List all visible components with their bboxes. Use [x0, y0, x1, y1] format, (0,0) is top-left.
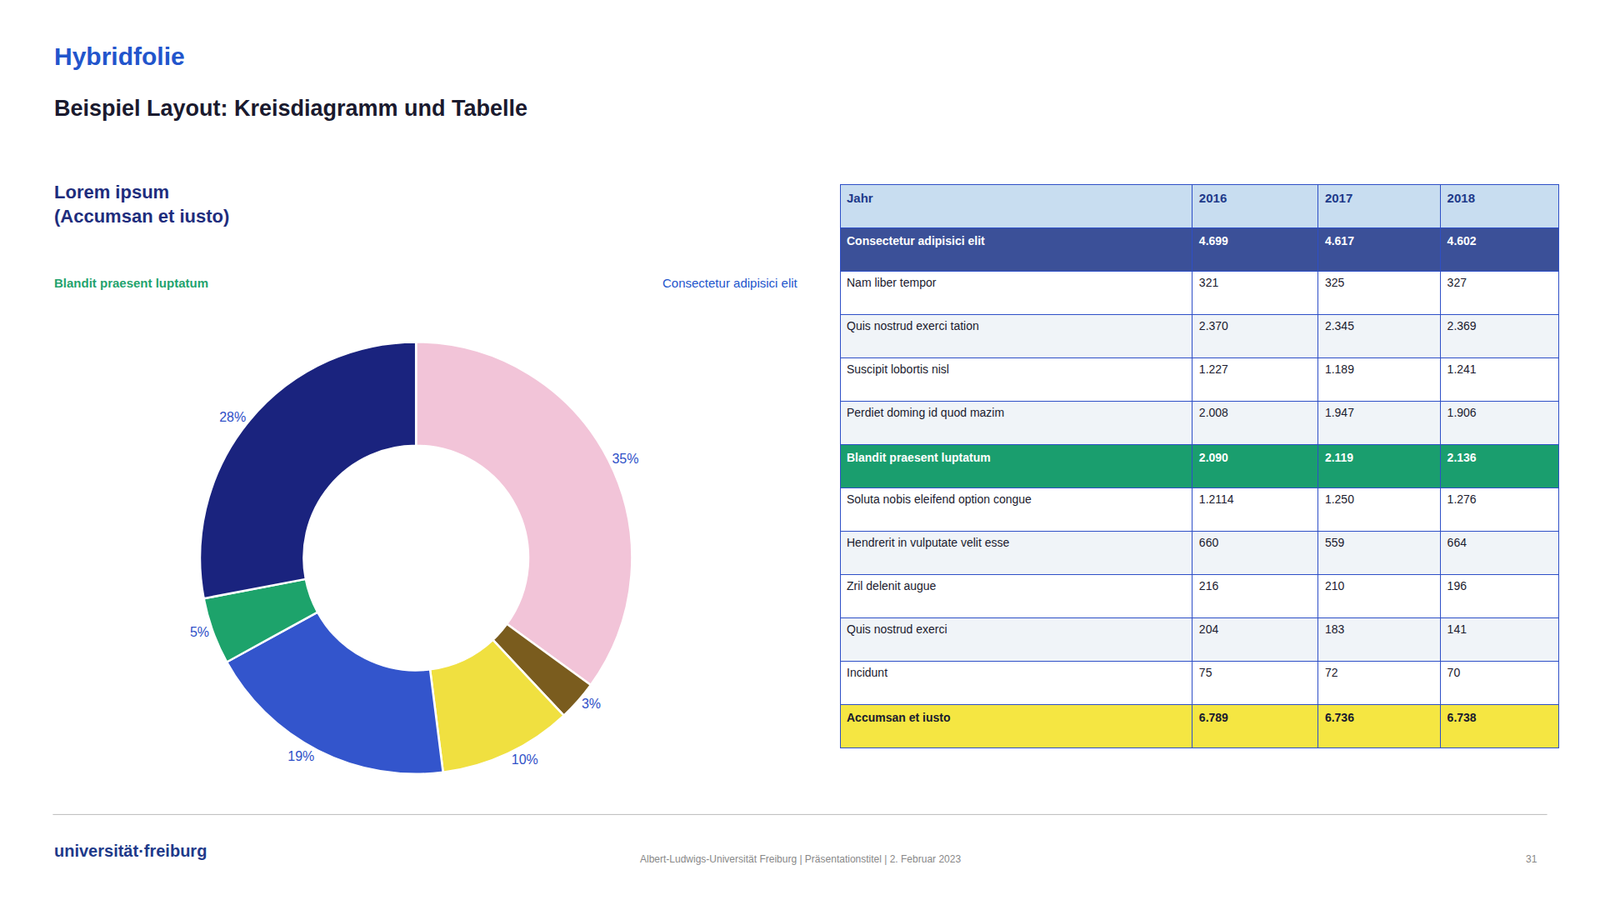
- svg-text:559: 559: [1325, 535, 1345, 550]
- svg-text:664: 664: [1447, 535, 1468, 550]
- svg-text:2.136: 2.136: [1447, 450, 1477, 465]
- svg-text:75: 75: [1199, 665, 1213, 680]
- svg-text:6.789: 6.789: [1199, 710, 1229, 725]
- svg-text:Suscipit lobortis nisl: Suscipit lobortis nisl: [846, 362, 950, 376]
- svg-text:2.345: 2.345: [1325, 319, 1355, 333]
- svg-text:31: 31: [1525, 853, 1538, 865]
- svg-text:Albert-Ludwigs-Universität Fre: Albert-Ludwigs-Universität Freiburg | Pr…: [640, 853, 961, 865]
- svg-text:Lorem ipsum(Accumsan et iusto): Lorem ipsum(Accumsan et iusto): [54, 181, 230, 227]
- svg-text:2.370: 2.370: [1199, 319, 1229, 333]
- svg-text:6.736: 6.736: [1325, 710, 1355, 725]
- svg-text:Zril delenit augue: Zril delenit augue: [846, 579, 937, 593]
- svg-text:Hendrerit in vulputate velit e: Hendrerit in vulputate velit esse: [846, 535, 1010, 550]
- svg-text:28%: 28%: [219, 410, 246, 425]
- svg-text:universität·freiburg: universität·freiburg: [54, 841, 207, 860]
- svg-text:Quis nostrud exerci tation: Quis nostrud exerci tation: [846, 319, 980, 333]
- svg-text:Quis nostrud exerci: Quis nostrud exerci: [846, 622, 948, 636]
- svg-text:325: 325: [1325, 275, 1345, 290]
- svg-text:Consectetur adipisici elit: Consectetur adipisici elit: [662, 275, 799, 290]
- svg-text:4.602: 4.602: [1447, 234, 1477, 248]
- svg-text:196: 196: [1447, 579, 1468, 593]
- svg-text:2017: 2017: [1325, 190, 1353, 205]
- svg-text:3%: 3%: [581, 696, 601, 711]
- svg-text:204: 204: [1199, 622, 1220, 636]
- svg-text:4.699: 4.699: [1199, 234, 1229, 248]
- svg-text:1.906: 1.906: [1447, 405, 1477, 420]
- svg-text:2.090: 2.090: [1199, 450, 1229, 465]
- svg-text:2018: 2018: [1447, 190, 1475, 205]
- svg-text:1.241: 1.241: [1447, 362, 1477, 376]
- svg-text:Jahr: Jahr: [846, 190, 874, 205]
- svg-text:Incidunt: Incidunt: [846, 665, 888, 680]
- svg-text:1.189: 1.189: [1325, 362, 1355, 376]
- svg-text:210: 210: [1325, 579, 1345, 593]
- svg-text:2016: 2016: [1199, 190, 1227, 205]
- svg-text:1.947: 1.947: [1325, 405, 1355, 420]
- svg-text:660: 660: [1199, 535, 1220, 550]
- svg-text:10%: 10%: [511, 752, 539, 767]
- svg-text:327: 327: [1447, 275, 1468, 290]
- svg-text:6.738: 6.738: [1447, 710, 1477, 725]
- svg-text:141: 141: [1447, 622, 1468, 636]
- svg-text:5%: 5%: [190, 625, 210, 640]
- svg-text:Blandit praesent luptatum: Blandit praesent luptatum: [846, 450, 991, 465]
- svg-text:Blandit praesent luptatum: Blandit praesent luptatum: [54, 275, 209, 290]
- svg-text:4.617: 4.617: [1325, 234, 1355, 248]
- svg-text:Accumsan et iusto: Accumsan et iusto: [846, 710, 950, 725]
- svg-text:2.369: 2.369: [1447, 319, 1477, 333]
- svg-text:1.250: 1.250: [1325, 492, 1355, 506]
- svg-text:Hybridfolie: Hybridfolie: [54, 42, 185, 70]
- svg-text:2.119: 2.119: [1325, 450, 1354, 465]
- svg-text:1.227: 1.227: [1199, 362, 1229, 376]
- svg-text:2.008: 2.008: [1199, 405, 1229, 420]
- svg-text:Perdiet doming id quod mazim: Perdiet doming id quod mazim: [846, 405, 1005, 420]
- svg-text:Nam liber tempor: Nam liber tempor: [846, 275, 937, 290]
- svg-text:Consectetur adipisici elit: Consectetur adipisici elit: [846, 234, 985, 248]
- svg-text:Beispiel Layout: Kreisdiagramm: Beispiel Layout: Kreisdiagramm und Tabel…: [54, 95, 528, 121]
- svg-text:Soluta nobis eleifend option c: Soluta nobis eleifend option congue: [846, 492, 1032, 506]
- svg-text:72: 72: [1325, 665, 1339, 680]
- svg-text:216: 216: [1199, 579, 1220, 593]
- svg-text:19%: 19%: [287, 749, 315, 764]
- svg-text:183: 183: [1325, 622, 1345, 636]
- svg-text:35%: 35%: [611, 451, 639, 466]
- svg-text:1.2114: 1.2114: [1199, 492, 1235, 506]
- svg-text:321: 321: [1199, 275, 1220, 290]
- svg-text:70: 70: [1447, 665, 1461, 680]
- svg-text:1.276: 1.276: [1447, 492, 1477, 506]
